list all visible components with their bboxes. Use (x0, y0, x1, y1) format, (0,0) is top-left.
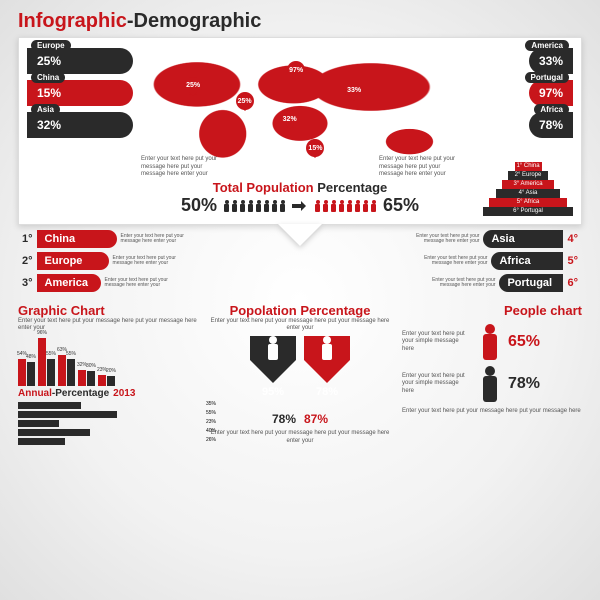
callouts-right: America33% Portugal97% Africa78% (467, 48, 573, 178)
population-arrows: 95%78% (210, 336, 390, 406)
graphic-chart-section: Graphic Chart Enter your text here put y… (18, 303, 198, 447)
graphic-chart-title: Graphic Chart (18, 303, 198, 318)
map-pin: 97% (287, 61, 305, 79)
pop-title: Popolation Percentage (210, 303, 390, 318)
pop-bottom-value: 78% (272, 412, 296, 426)
hbar-chart: 35%55%23%40%26% (18, 402, 198, 445)
bar-chart: 54%48%96%55%63%55%32%30%23%20% (18, 336, 198, 386)
map-caption-right: Enter your text here put your message he… (379, 156, 459, 178)
map-pin: 32% (281, 110, 299, 128)
map-pin: 25% (236, 92, 254, 110)
main-title: Infographic-Demographic (18, 10, 582, 33)
total-right: 65% (383, 195, 419, 216)
map-pin: 25% (184, 77, 202, 95)
world-map: 25%25%97%32%33%15% Enter your text here … (139, 48, 461, 178)
callout-china: China15% (27, 80, 133, 106)
map-panel: Europe25% China15% Asia32% 25% 25% 97% 32% 33%… (18, 37, 582, 225)
map-caption-left: Enter your text here put your message he… (141, 156, 221, 178)
annual-year: 2013 (113, 388, 135, 399)
total-left: 50% (181, 195, 217, 216)
callout-europe: Europe25% (27, 48, 133, 74)
population-arrow: 95% (250, 336, 296, 406)
callout-america: America33% (529, 48, 573, 74)
people-chart-section: People chart Enter your text here put yo… (402, 303, 582, 447)
population-bottom: 78% 87% (210, 412, 390, 426)
pop-bottom-value: 87% (304, 412, 328, 426)
callout-portugal: Portugal97% (529, 80, 573, 106)
map-pin: 33% (345, 82, 363, 100)
callouts-left: Europe25% China15% Asia32% (27, 48, 133, 178)
people-chart-row: Enter your text here put your simple mes… (402, 366, 582, 402)
callout-africa: Africa78% (529, 112, 573, 138)
people-chart-row: Enter your text here put your simple mes… (402, 324, 582, 360)
ranking-pyramid: 1° China2° Europe3° America4° Asia5° Afr… (483, 162, 573, 216)
population-arrow: 78% (304, 336, 350, 406)
arrows-icon (292, 201, 308, 211)
rank-row: 3°AmericaEnter your text here put your m… (18, 273, 582, 293)
callout-asia: Asia32% (27, 112, 133, 138)
people-chart-title: People chart (402, 303, 582, 318)
population-percentage-section: Popolation Percentage Enter your text he… (210, 303, 390, 447)
